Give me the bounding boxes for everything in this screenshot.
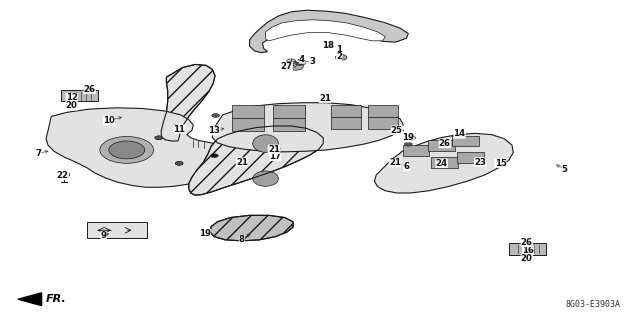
Circle shape <box>155 136 163 140</box>
Circle shape <box>299 62 305 65</box>
Text: 21: 21 <box>389 158 401 167</box>
Circle shape <box>320 97 330 102</box>
FancyBboxPatch shape <box>331 117 361 129</box>
Text: 21: 21 <box>319 94 331 103</box>
Text: 25: 25 <box>391 126 403 135</box>
Text: 21: 21 <box>236 158 248 167</box>
Text: 16: 16 <box>522 246 534 255</box>
Circle shape <box>284 63 291 66</box>
Text: 3: 3 <box>309 57 316 66</box>
Text: 7: 7 <box>35 149 42 158</box>
Text: 19: 19 <box>199 229 211 238</box>
Text: 2: 2 <box>336 52 342 61</box>
Text: 13: 13 <box>209 126 220 135</box>
FancyBboxPatch shape <box>331 105 361 117</box>
Text: 8G03-E3903A: 8G03-E3903A <box>566 300 621 309</box>
FancyBboxPatch shape <box>273 105 305 118</box>
FancyBboxPatch shape <box>367 117 398 129</box>
Polygon shape <box>212 103 403 152</box>
Polygon shape <box>18 293 42 306</box>
Circle shape <box>239 160 248 165</box>
Circle shape <box>100 137 154 163</box>
Circle shape <box>287 63 296 68</box>
Circle shape <box>442 142 450 146</box>
Text: 17: 17 <box>269 152 281 161</box>
Text: 5: 5 <box>561 165 568 174</box>
Polygon shape <box>210 215 293 241</box>
FancyBboxPatch shape <box>87 222 147 238</box>
Circle shape <box>58 172 70 178</box>
Text: 8: 8 <box>239 235 245 244</box>
Text: 18: 18 <box>322 41 333 50</box>
Polygon shape <box>46 108 236 187</box>
Circle shape <box>212 114 220 117</box>
Text: 10: 10 <box>103 116 115 125</box>
FancyBboxPatch shape <box>61 90 98 101</box>
Circle shape <box>70 104 77 107</box>
Circle shape <box>155 136 163 140</box>
Polygon shape <box>374 133 513 193</box>
Text: 9: 9 <box>100 231 107 240</box>
FancyBboxPatch shape <box>403 145 429 156</box>
Text: 14: 14 <box>454 130 465 138</box>
Text: 21: 21 <box>268 145 280 154</box>
Circle shape <box>288 63 303 70</box>
Circle shape <box>407 137 413 139</box>
Text: 27: 27 <box>281 62 292 71</box>
FancyBboxPatch shape <box>232 105 264 118</box>
Text: FR.: FR. <box>46 294 67 304</box>
Polygon shape <box>266 20 385 41</box>
Polygon shape <box>250 10 408 53</box>
Circle shape <box>109 141 145 159</box>
Circle shape <box>404 142 412 146</box>
Circle shape <box>211 154 218 158</box>
Circle shape <box>392 160 401 164</box>
Text: 20: 20 <box>66 101 77 110</box>
Text: 11: 11 <box>173 125 185 134</box>
Circle shape <box>290 64 294 67</box>
FancyBboxPatch shape <box>509 243 546 255</box>
Text: 6: 6 <box>403 162 410 171</box>
Text: 26: 26 <box>84 85 95 94</box>
Text: 15: 15 <box>495 159 506 168</box>
Circle shape <box>88 88 95 91</box>
Text: 12: 12 <box>66 93 77 102</box>
Circle shape <box>175 161 183 165</box>
FancyBboxPatch shape <box>457 152 484 163</box>
Text: 23: 23 <box>474 158 486 167</box>
Text: 24: 24 <box>436 159 447 168</box>
Ellipse shape <box>253 171 278 186</box>
FancyBboxPatch shape <box>431 157 458 168</box>
Circle shape <box>393 128 403 133</box>
FancyBboxPatch shape <box>428 140 455 151</box>
Circle shape <box>175 161 183 165</box>
Ellipse shape <box>253 135 278 152</box>
FancyBboxPatch shape <box>232 118 264 131</box>
Text: 1: 1 <box>336 45 342 54</box>
Text: 19: 19 <box>403 133 414 142</box>
Polygon shape <box>189 126 323 195</box>
Circle shape <box>269 146 280 151</box>
Circle shape <box>335 55 347 60</box>
FancyBboxPatch shape <box>273 118 305 131</box>
Circle shape <box>287 59 296 63</box>
Circle shape <box>296 62 303 65</box>
FancyBboxPatch shape <box>367 105 398 117</box>
Polygon shape <box>161 64 215 141</box>
Circle shape <box>201 230 210 234</box>
Text: 20: 20 <box>521 254 532 263</box>
Text: 4: 4 <box>299 55 305 63</box>
FancyBboxPatch shape <box>452 136 479 146</box>
Text: 26: 26 <box>521 238 532 247</box>
Text: 22: 22 <box>57 171 68 180</box>
Circle shape <box>404 135 415 141</box>
Text: 26: 26 <box>439 139 451 148</box>
